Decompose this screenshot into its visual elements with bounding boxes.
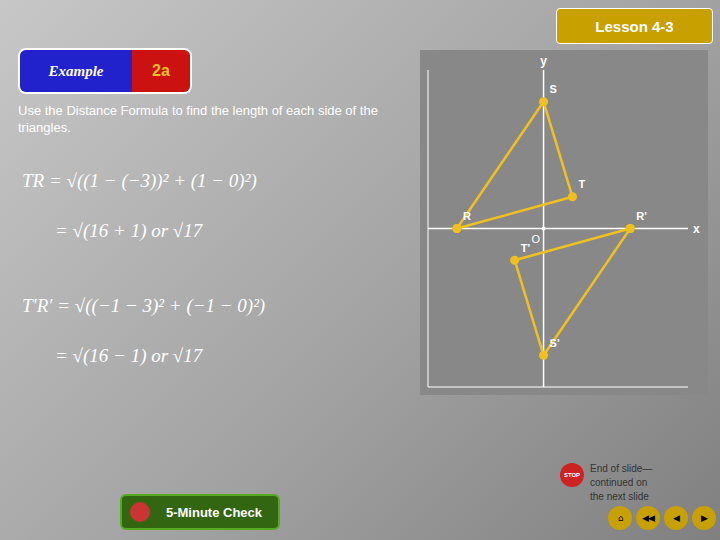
html-text:STOP: STOP [563, 472, 581, 478]
html-text:TR = √((1 − (−3))² + (1 − 0)²): TR = √((1 − (−3))² + (1 − 0)²) [22, 170, 257, 191]
html-text:2a: 2a [152, 62, 170, 79]
html-text:T′R′ = √((−1 − 3)² + (−1 − 0)²: T′R′ = √((−1 − 3)² + (−1 − 0)²) [22, 295, 266, 316]
svg-text:R: R [463, 210, 471, 222]
svg-text:T: T [578, 178, 585, 190]
html-text:Use the Distance Formula to fi: Use the Distance Formula to find the len… [18, 103, 378, 135]
html-text:End of slide— continued on the: End of slide— continued on the next slid… [590, 463, 653, 502]
html-text:= √(16 − 1) or √17: = √(16 − 1) or √17 [55, 345, 203, 366]
html-text:= √(16 + 1) or √17: = √(16 + 1) or √17 [55, 220, 203, 241]
svg-text:S: S [550, 83, 557, 95]
svg-text:O: O [532, 233, 541, 245]
html-text:Lesson 4-3: Lesson 4-3 [595, 17, 674, 35]
svg-text:T': T' [521, 242, 531, 254]
svg-text:x: x [693, 222, 700, 236]
svg-text:y: y [540, 54, 547, 68]
svg-text:R': R' [636, 210, 647, 222]
html-text:5-Minute Check: 5-Minute Check [166, 504, 262, 520]
html-text:Example: Example [48, 62, 104, 79]
svg-text:S': S' [550, 337, 560, 349]
